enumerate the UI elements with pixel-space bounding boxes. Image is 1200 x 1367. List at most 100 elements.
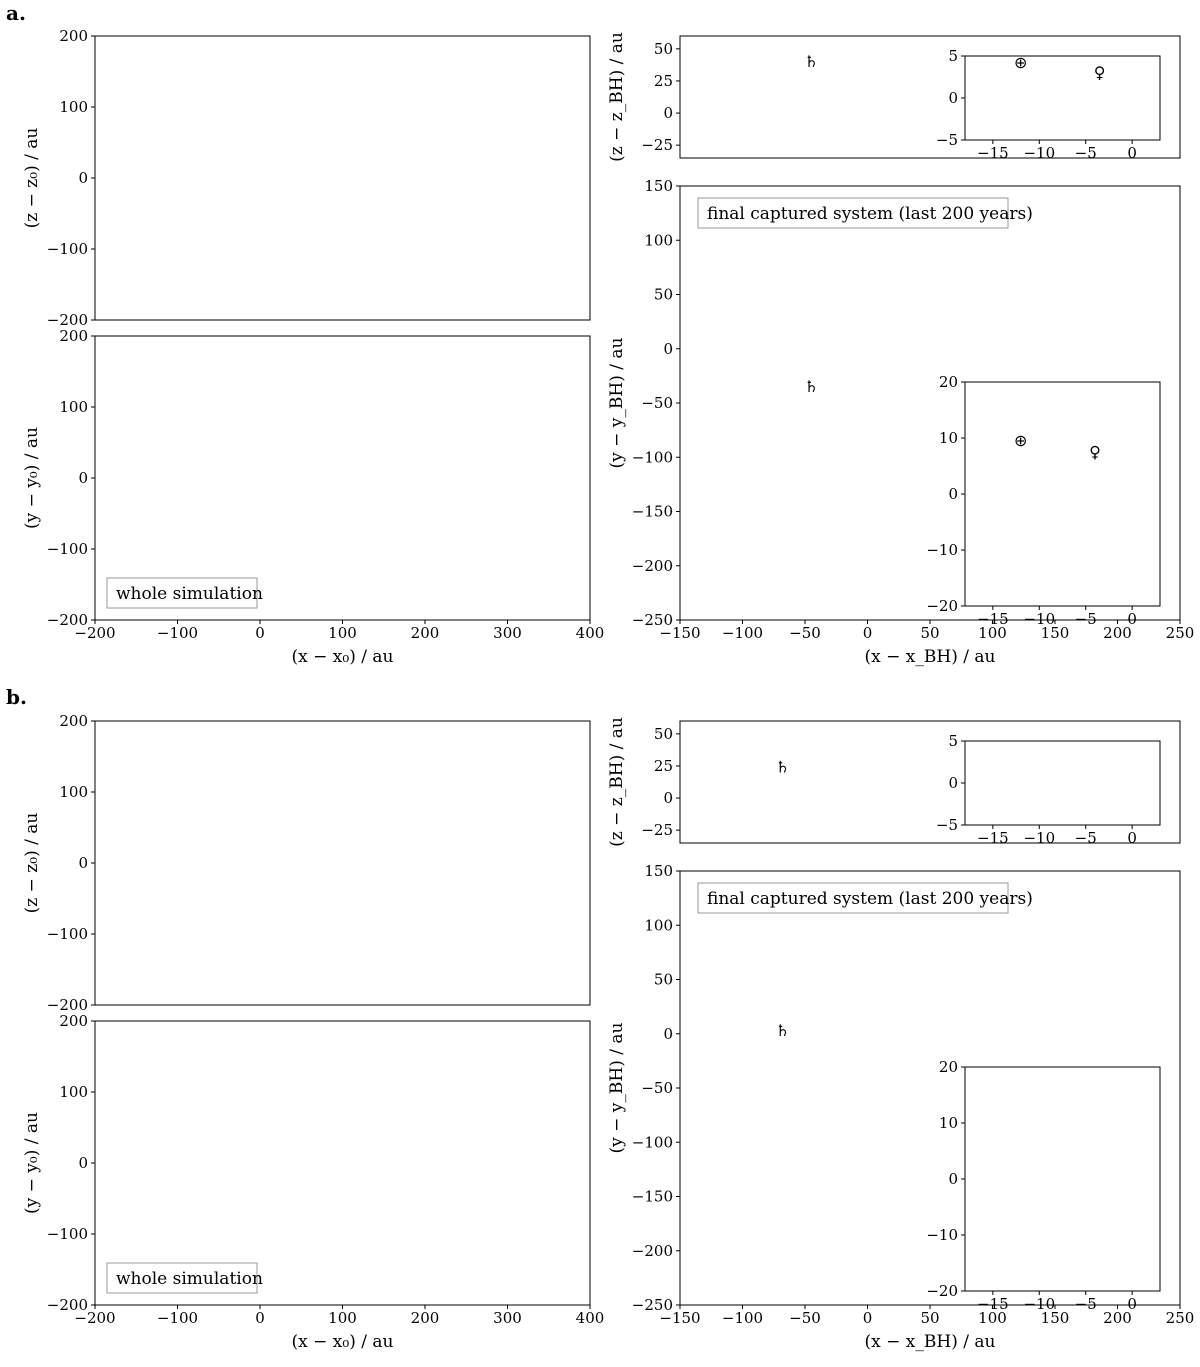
b-xy-ytick-label: −200 [47,1296,88,1314]
b-bh-xy-ytick-label: 50 [654,971,673,989]
b-bh-xy-inset-xtick-label: −10 [1023,1295,1055,1313]
a-bh-xy-xtick-label: 150 [1041,624,1070,642]
b-bh-xz-ytick-label: 25 [654,757,673,775]
a-bh-xy-annotation-box [697,197,1009,229]
a-bh-xy-inset-earth-symbol: ⊕ [1014,431,1027,450]
b-bh-xy-xtick-label: 0 [863,1309,873,1327]
a-bh-xy-xtick-label: 0 [863,624,873,642]
b-bh-xy-ytick-label: −100 [632,1133,673,1151]
a-bh-xy-ytick-label: 100 [644,231,673,249]
b-bh-xy-annotation: final captured system (last 200 years) [707,889,1033,909]
a-xy-ytick-label: 0 [78,469,88,487]
a-bh-xy-annotation: final captured system (last 200 years) [707,204,1033,224]
a-xz-frame [94,35,591,321]
b-bh-xz-inset-ytick-label: 0 [948,774,958,792]
b-bh-xy-ytick-label: 100 [644,916,673,934]
b-bh-xy-inset-ytick-label: −20 [926,1282,958,1300]
b-xy-xtick-label: 100 [328,1309,357,1327]
a-bh-xy-inset-xtick-label: 0 [1127,610,1137,628]
b-bh-xy-ytick-label: −200 [632,1242,673,1260]
a-bh-xz-inset-ytick-label: 0 [948,89,958,107]
b-bh-xz-inset-xtick-label: −10 [1023,829,1055,847]
a-xy-ytick-label: 200 [59,327,88,345]
a-xy-ytick-label: 100 [59,398,88,416]
b-xy-ytick-label: 100 [59,1083,88,1101]
b-bh-xy-ytick-label: −50 [641,1079,673,1097]
b-xz-ylabel: (z − z₀) / au [22,813,42,914]
b-xz-axes: −200 −100 0 100 200 (z − z₀) / au [22,712,591,1014]
a-bh-xy-inset-ytick-label: −10 [926,541,958,559]
b-bh-xz-saturn-symbol: ♄ [775,757,789,776]
a-bh-xz-inset-earth-symbol: ⊕ [1014,53,1027,72]
b-xy-ytick-label: 200 [59,1012,88,1030]
a-xy-ylabel: (y − y₀) / au [22,427,42,529]
a-bh-xy-xtick-label: −50 [789,624,821,642]
b-bh-xy-inset-xtick-label: −15 [977,1295,1009,1313]
a-xy-axes: −200 −100 0 100 200 300 400 −200 −100 0 100 200 (x −… [22,327,604,667]
a-bh-xz-inset-ytick-label: −5 [936,131,958,149]
b-bh-xy-inset-xtick-label: −5 [1075,1295,1097,1313]
a-bh-xy-saturn-symbol: ♄ [804,377,818,396]
a-bh-xz-inset-frame [964,55,1161,141]
a-bh-xz-ytick-label: 0 [663,104,673,122]
a-bh-xy-ytick-label: 50 [654,286,673,304]
b-bh-xz-inset-xtick-label: −15 [977,829,1009,847]
a-xy-annotation-box [106,577,258,609]
a-xy-xtick-label: 200 [411,624,440,642]
b-bh-xy-inset-axes: −15 −10 −5 0 −20 −10 0 10 20 [926,1058,1161,1313]
a-bh-xy-xtick-label: −100 [722,624,763,642]
a-bh-xy-ytick-label: 150 [644,177,673,195]
a-bh-xy-inset-ytick-label: 20 [939,373,958,391]
b-bh-xz-ylabel: (z − z_BH) / au [607,717,627,847]
a-xy-xtick-label: 400 [576,624,605,642]
b-xy-xtick-label: −200 [74,1309,115,1327]
a-xy-xtick-label: 300 [493,624,522,642]
b-xy-annotation: whole simulation [116,1269,263,1289]
a-bh-xy-inset-xtick-label: −5 [1075,610,1097,628]
b-bh-xy-inset-ytick-label: 10 [939,1114,958,1132]
a-bh-xy-inset-xtick-label: −15 [977,610,1009,628]
a-bh-xy-xtick-label: −150 [659,624,700,642]
b-bh-xz-ytick-label: 50 [654,725,673,743]
a-bh-xy-inset-ytick-label: 0 [948,485,958,503]
a-xz-ytick-label: 0 [78,169,88,187]
b-bh-xy-inset-ytick-label: −10 [926,1226,958,1244]
b-bh-xy-inset-ytick-label: 0 [948,1170,958,1188]
a-bh-xy-xtick-label: 200 [1103,624,1132,642]
a-bh-xy-ytick-label: −200 [632,557,673,575]
a-xy-annotation: whole simulation [116,584,263,604]
b-bh-xz-ytick-label: 0 [663,789,673,807]
b-xz-ytick-label: −100 [47,925,88,943]
b-xy-axes: −200 −100 0 100 200 300 400 −200 −100 0 100 200 (x −… [22,1012,604,1352]
a-bh-xy-ytick-label: −250 [632,611,673,629]
b-xy-xlabel: (x − x₀) / au [292,1332,394,1352]
b-xz-ytick-label: 200 [59,712,88,730]
a-bh-xy-ytick-label: −100 [632,448,673,466]
b-bh-xy-xtick-label: −150 [659,1309,700,1327]
b-xy-annotation-box [106,1262,258,1294]
a-bh-xz-ylabel: (z − z_BH) / au [607,32,627,162]
a-xz-ytick-label: 100 [59,98,88,116]
a-xy-xtick-label: 100 [328,624,357,642]
a-bh-xy-ytick-label: −150 [632,503,673,521]
a-bh-xz-inset-xtick-label: −5 [1075,144,1097,162]
a-bh-xy-xtick-label: 100 [978,624,1007,642]
panel-label-b: b. [6,685,27,709]
a-xz-axes: −200 −100 0 100 200 (z − z₀) / au [22,27,591,329]
b-bh-xz-inset-xtick-label: 0 [1127,829,1137,847]
a-bh-xz-inset-xtick-label: −15 [977,144,1009,162]
b-xz-ytick-label: 100 [59,783,88,801]
b-bh-xz-ytick-label: −25 [641,821,673,839]
a-xy-xlabel: (x − x₀) / au [292,647,394,667]
b-bh-xy-xtick-label: 150 [1041,1309,1070,1327]
a-bh-xz-ytick-label: 25 [654,72,673,90]
b-bh-xy-saturn-symbol: ♄ [775,1021,789,1040]
b-xy-xtick-label: 0 [255,1309,265,1327]
b-xy-frame [94,1020,591,1306]
a-xy-xtick-label: 0 [255,624,265,642]
a-bh-xy-xtick-label: 250 [1166,624,1195,642]
b-bh-xy-xtick-label: −50 [789,1309,821,1327]
b-bh-xy-xtick-label: 100 [978,1309,1007,1327]
